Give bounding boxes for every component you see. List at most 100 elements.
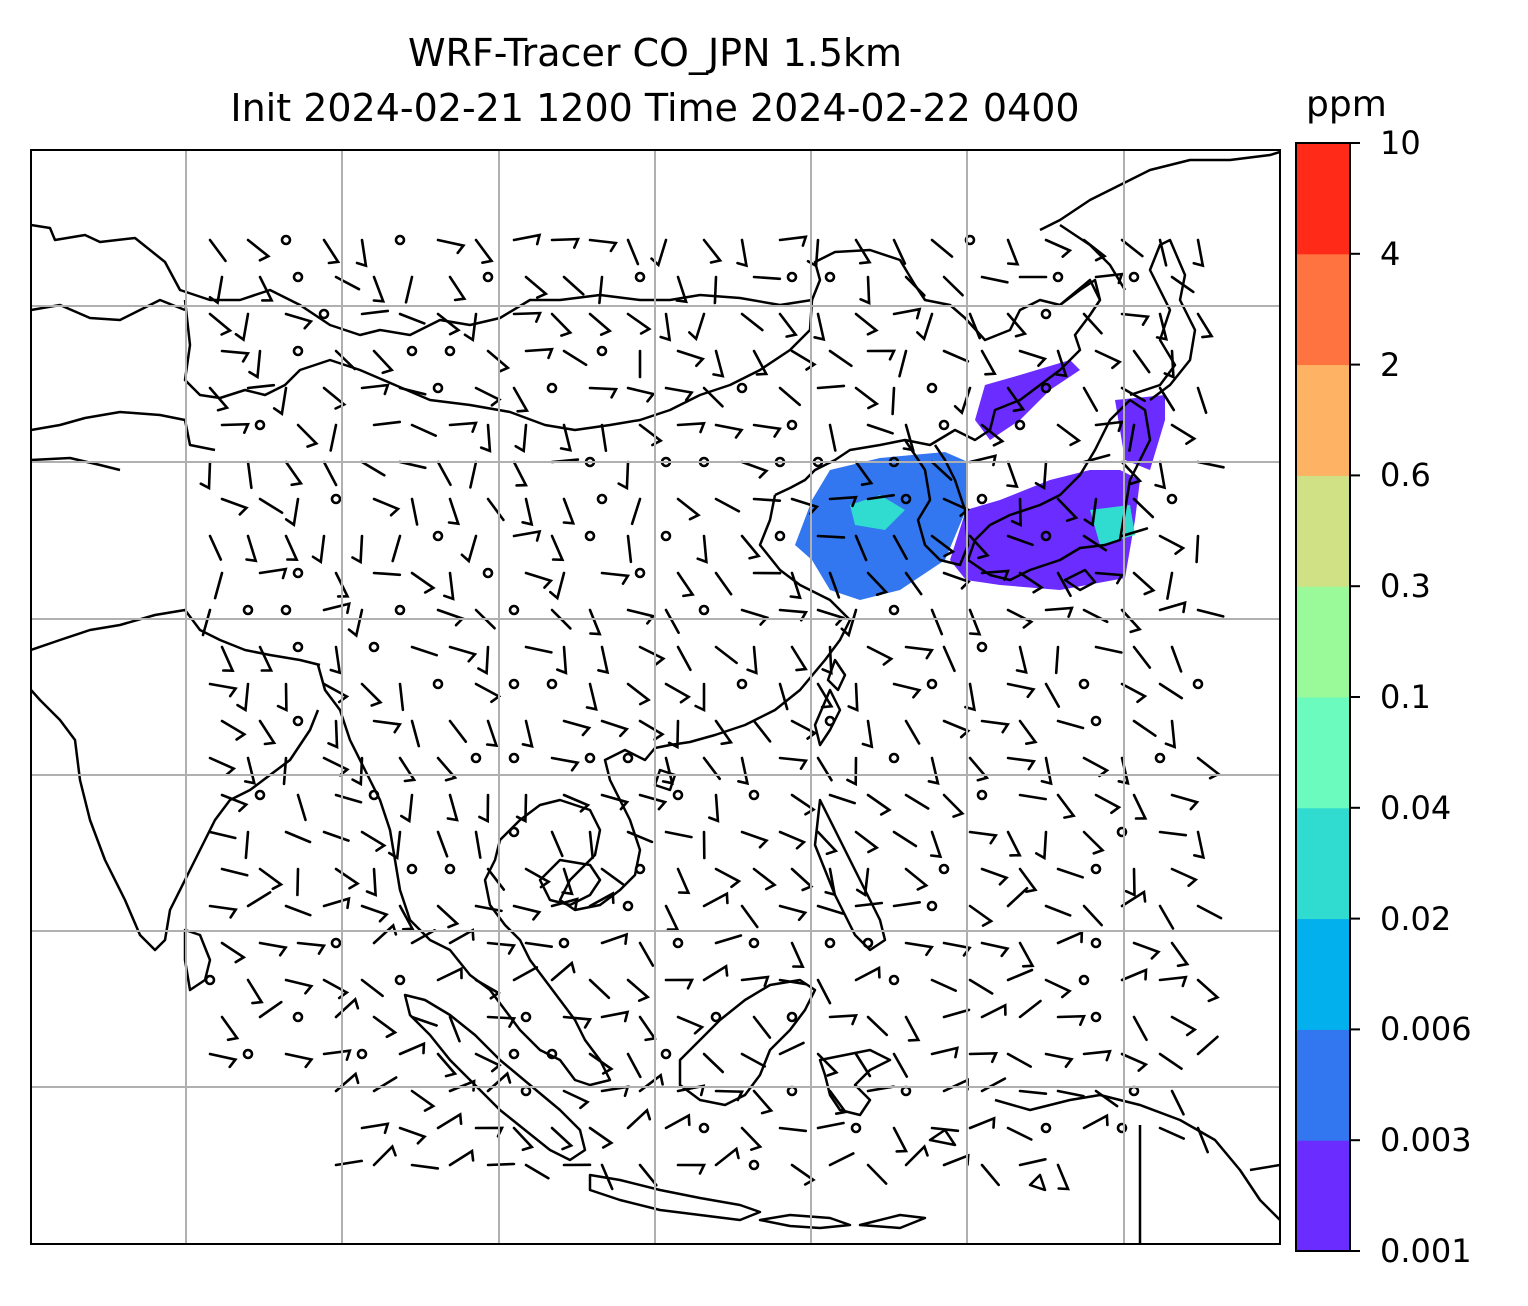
wind-barb <box>638 423 664 447</box>
wind-barb <box>664 978 695 990</box>
wind-barb <box>828 1152 855 1167</box>
calm-wind-circle <box>672 789 684 801</box>
wind-barb <box>1055 349 1068 378</box>
wind-barb <box>208 904 238 919</box>
calm-wind-circle <box>432 382 444 394</box>
calm-wind-circle <box>736 678 748 690</box>
calm-wind-circle <box>242 604 254 616</box>
wind-barb <box>740 534 761 560</box>
wind-barb <box>968 608 982 636</box>
wind-barb <box>311 534 326 565</box>
wind-barb <box>486 349 511 373</box>
wind-barb <box>1056 1014 1087 1026</box>
wind-barb <box>1044 978 1072 999</box>
wind-barb <box>600 793 630 811</box>
calm-wind-circle <box>1090 937 1102 949</box>
calm-wind-circle <box>1040 1122 1052 1134</box>
wind-barb <box>866 349 897 361</box>
wind-barb <box>220 941 247 964</box>
wind-barb <box>778 235 808 247</box>
wind-barb <box>512 311 543 323</box>
calm-wind-circle <box>368 641 380 653</box>
wind-barb <box>1196 978 1220 1003</box>
calm-wind-circle <box>292 715 304 727</box>
wind-barb <box>1056 719 1085 730</box>
wind-barb <box>676 497 701 521</box>
wind-barb <box>942 1008 971 1019</box>
wind-barb <box>740 1052 767 1068</box>
wind-barb <box>650 238 668 268</box>
wind-barb <box>942 645 956 673</box>
wind-barb <box>436 312 461 336</box>
wind-barb <box>790 645 808 672</box>
wind-barb <box>588 830 594 860</box>
wind-barb <box>208 312 233 336</box>
wind-barb <box>448 719 468 743</box>
wind-barb <box>436 1112 463 1130</box>
wind-barb <box>828 495 858 508</box>
wind-barb <box>296 793 307 822</box>
wind-barb <box>638 1163 658 1187</box>
wind-barb <box>1006 968 1034 982</box>
wind-barb <box>1056 793 1076 819</box>
wind-barb <box>372 571 402 577</box>
wind-barb <box>1006 830 1022 857</box>
wind-barb <box>930 534 956 558</box>
wind-barb <box>410 719 421 748</box>
wind-barb <box>1120 1052 1149 1072</box>
wind-barb <box>1006 887 1029 908</box>
wind-barb <box>626 830 654 844</box>
wind-barb <box>714 1146 740 1167</box>
wind-barb <box>436 966 463 982</box>
colorbar-segment <box>1296 253 1350 366</box>
wind-barb <box>398 386 427 396</box>
wind-barb <box>1170 1015 1198 1037</box>
calm-wind-circle <box>292 1011 304 1023</box>
wind-barb <box>664 830 693 839</box>
wind-barb <box>410 1015 438 1027</box>
wind-barb <box>806 238 820 269</box>
wind-barb <box>521 497 534 527</box>
wind-barb <box>1006 682 1036 699</box>
wind-barb <box>1044 904 1072 917</box>
wind-barb <box>752 349 769 376</box>
wind-barb <box>816 978 832 1005</box>
wind-barb <box>904 793 930 810</box>
wind-barb <box>892 238 907 265</box>
wind-barb <box>365 867 378 897</box>
wind-barb <box>854 830 880 854</box>
wind-barb <box>1120 460 1143 485</box>
wind-barb <box>220 349 251 363</box>
wind-barb <box>588 1126 614 1149</box>
colorbar-tick-label: 0.001 <box>1380 1232 1472 1270</box>
wind-barb <box>474 830 482 859</box>
wind-barb <box>626 978 651 1002</box>
wind-barb <box>1094 645 1123 654</box>
wind-barb <box>866 1163 888 1185</box>
wind-barb <box>329 423 338 452</box>
wind-barb <box>246 978 264 1005</box>
wind-barb <box>1158 682 1184 700</box>
wind-barb <box>448 1148 475 1167</box>
wind-barb <box>1170 645 1183 673</box>
wind-barb <box>1056 571 1072 598</box>
wind-barb <box>600 1010 630 1023</box>
wind-barb <box>930 460 953 481</box>
calm-wind-circle <box>1128 271 1140 283</box>
wind-barb <box>688 312 706 342</box>
calm-wind-circle <box>926 382 938 394</box>
calm-wind-circle <box>596 493 608 505</box>
calm-wind-circle <box>710 1011 722 1023</box>
wind-barb <box>942 1078 969 1093</box>
wind-barb <box>334 867 360 890</box>
wind-barb <box>243 756 257 785</box>
wind-barb <box>778 978 807 986</box>
wind-barb <box>854 534 868 562</box>
wind-barb <box>942 719 971 739</box>
wind-barb <box>524 571 554 589</box>
wind-barb <box>258 941 288 957</box>
wind-barb <box>1120 386 1146 403</box>
wind-barb <box>448 928 475 945</box>
wind-barb <box>664 386 694 402</box>
wind-barb <box>736 238 749 268</box>
